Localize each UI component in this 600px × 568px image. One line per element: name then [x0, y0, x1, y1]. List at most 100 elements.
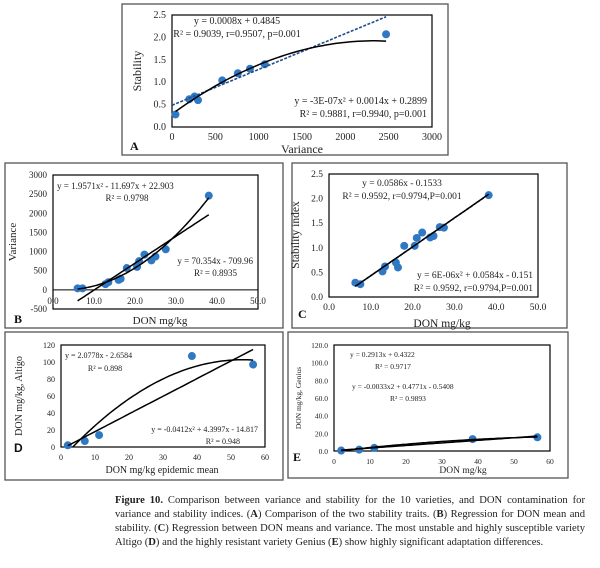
panel-label: D	[14, 441, 23, 455]
figure-label: Figure 10.	[115, 495, 163, 506]
x-tick-label: 10.0	[86, 296, 102, 306]
x-tick-label: 30.0	[446, 303, 463, 313]
panel-border	[4, 331, 284, 481]
x-tick-label: 0.0	[47, 296, 59, 306]
data-point	[187, 352, 196, 361]
x-axis-label: Variance	[281, 142, 323, 156]
x-tick-label: 20.0	[404, 303, 421, 313]
trendline-equation: y = 70.354x - 709.96	[177, 256, 253, 266]
y-tick-label: 2000	[29, 208, 48, 218]
y-tick-label: 120	[43, 341, 55, 350]
trendline-equation: R² = 0.9592, r=0.9794,P=0.001	[414, 284, 533, 294]
y-tick-label: 60.0	[315, 394, 328, 403]
x-tick-label: 0.0	[323, 303, 335, 313]
panel-border	[4, 162, 284, 329]
data-point	[95, 431, 104, 440]
trendline-equation: y = 6E-06x² + 0.0584x - 0.151	[417, 271, 533, 281]
x-tick-label: 0	[170, 132, 175, 143]
y-tick-label: 1.0	[311, 244, 323, 254]
data-point	[171, 110, 180, 119]
x-tick-label: 2000	[335, 132, 355, 143]
x-tick-label: 1000	[249, 132, 269, 143]
trendline-equation: R² = 0.9717	[375, 362, 411, 371]
panel-label: A	[130, 139, 139, 153]
y-tick-label: -500	[31, 304, 48, 314]
y-axis-label: Stability	[130, 51, 144, 92]
trendline-equation: R² = 0.9592, r=0.9794,P=0.001	[342, 192, 461, 202]
x-tick-label: 20	[125, 453, 133, 462]
y-tick-label: 1.0	[154, 77, 167, 88]
x-tick-label: 30	[159, 453, 167, 462]
trendline-equation: R² = 0.9039, r=0.9507, p=0.001	[173, 29, 300, 40]
trendline-equation: y = -0.0412x² + 4.3997x - 14.817	[151, 425, 258, 434]
data-point	[484, 191, 493, 200]
y-tick-label: 0.5	[311, 268, 323, 278]
trendline-equation: R² = 0.9798	[105, 193, 149, 203]
plot-area	[333, 344, 551, 452]
x-tick-label: 10	[366, 457, 374, 466]
y-tick-label: 0.0	[311, 293, 323, 303]
x-tick-label: 40	[474, 457, 482, 466]
x-tick-label: 40.0	[488, 303, 505, 313]
panel-b: 0.0 10.0 20.0 30.0 40.0 50.0 -500 0 500 1000 1500 2…	[4, 162, 284, 329]
data-point	[249, 360, 258, 369]
y-tick-label: 0.5	[154, 100, 167, 111]
y-tick-label: 20	[47, 426, 55, 435]
trendline-equation: y = 0.0008x + 0.4845	[194, 16, 280, 27]
y-tick-label: 2.0	[311, 195, 323, 205]
x-tick-label: 1500	[292, 132, 312, 143]
caption-text: ) Regression between DON means and varia…	[115, 523, 585, 548]
caption-text: Comparison between variance and stabilit…	[115, 495, 585, 520]
plot-area	[52, 174, 259, 310]
panel-label: C	[298, 307, 307, 321]
trendline-equation: R² = 0.9881, r=0.9940, p=0.001	[300, 109, 427, 120]
x-tick-label: 50.0	[250, 296, 266, 306]
data-point	[140, 250, 149, 259]
figure-caption: Figure 10. Comparison between variance a…	[115, 494, 585, 550]
y-tick-label: 0	[51, 443, 55, 452]
x-tick-label: 20	[402, 457, 410, 466]
trendline-poly2	[72, 359, 254, 448]
trendline-poly2	[341, 436, 538, 452]
y-tick-label: 80	[47, 375, 55, 384]
y-tick-label: 1000	[29, 247, 48, 257]
y-tick-label: 2.5	[311, 170, 323, 180]
x-tick-label: 20.0	[127, 296, 143, 306]
trendline-equation: y = 0.0586x - 0.1533	[362, 179, 442, 189]
trendline-equation: R² = 0.9893	[390, 394, 426, 403]
panel-border	[287, 331, 569, 479]
y-tick-label: 40.0	[315, 412, 328, 421]
x-tick-label: 60	[261, 453, 269, 462]
y-tick-label: 0.0	[154, 122, 167, 133]
y-tick-label: 60	[47, 392, 55, 401]
caption-text: ) and the highly resistant variety Geniu…	[155, 537, 332, 548]
caption-ref-c: C	[157, 523, 166, 534]
y-tick-label: 120.0	[311, 341, 328, 350]
x-tick-label: 10	[91, 453, 99, 462]
trendline-poly2	[77, 197, 210, 290]
data-point	[393, 263, 402, 272]
panel-c: 0.0 10.0 20.0 30.0 40.0 50.0 0.0 0.5 1.0 1.5 2.0 2.…	[290, 162, 568, 330]
panel-label: E	[293, 450, 301, 464]
trendline-poly2	[354, 193, 490, 287]
x-axis-label: DON mg/kg	[413, 318, 470, 330]
data-point	[355, 445, 364, 454]
caption-text: ) Regression for DON mean and stability.…	[115, 509, 585, 534]
x-tick-label: 3000	[422, 132, 442, 143]
data-point	[400, 241, 409, 250]
y-tick-label: 0.0	[319, 447, 329, 456]
caption-ref-d: D	[148, 537, 156, 548]
y-tick-label: 2.0	[154, 32, 167, 43]
y-axis-label: Variance	[7, 223, 19, 262]
x-tick-label: 500	[208, 132, 223, 143]
trendline-equation: y = 2.0778x - 2.6584	[65, 351, 132, 360]
plot-area	[171, 14, 433, 128]
panel-label: B	[14, 312, 22, 326]
trendline-linear	[67, 348, 254, 447]
caption-ref-a: A	[250, 509, 258, 520]
y-tick-label: 500	[34, 266, 48, 276]
y-axis-label: DON mg/kg, Altigo	[14, 356, 25, 436]
y-tick-label: 20.0	[315, 429, 328, 438]
caption-ref-e: E	[331, 537, 339, 548]
